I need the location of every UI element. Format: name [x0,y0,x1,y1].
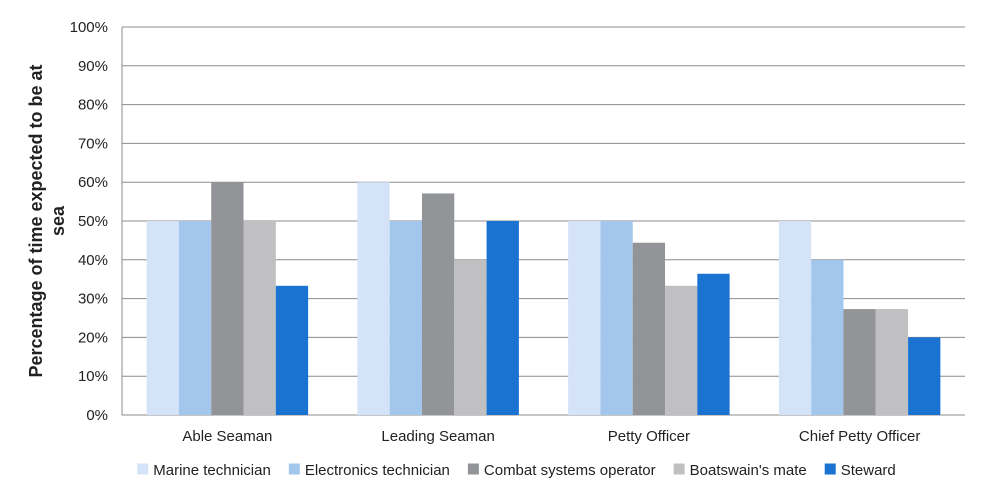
bar [908,337,941,415]
legend-item: Combat systems operator [467,462,656,479]
y-axis-ticks: 0% 10% 20% 30% 40% 50% 60% 70% 80% 90% 100% [70,19,108,424]
y-axis-label: Percentage of time expected to be at sea [26,64,68,377]
legend-item: Boatswain's mate [673,462,807,479]
y-tick-label: 20% [78,329,108,346]
bar [843,309,876,415]
legend-item: Marine technician [137,462,271,479]
bar [389,221,422,415]
bar [421,193,455,415]
legend-item: Electronics technician [288,462,450,479]
x-category-label: Able Seaman [182,428,272,445]
legend-swatch [467,463,479,475]
bar [357,182,390,415]
bar [211,182,244,415]
bar [778,221,812,415]
y-tick-label: 100% [70,19,108,36]
x-category-label: Chief Petty Officer [799,428,920,445]
legend-label: Steward [841,462,896,479]
x-category-label: Petty Officer [608,428,690,445]
legend-swatch [824,463,836,475]
bar [600,221,633,415]
bar [178,221,212,415]
legend: Marine technician Electronics technician C… [137,462,896,479]
y-tick-label: 0% [86,407,108,424]
x-category-label: Leading Seaman [381,428,494,445]
y-tick-label: 90% [78,58,108,75]
bar [275,285,309,415]
y-tick-label: 60% [78,174,108,191]
y-tick-label: 10% [78,368,108,385]
bar [146,221,179,415]
y-tick-label: 70% [78,135,108,152]
bar [454,259,487,415]
y-axis-label-line: Percentage of time expected to be at [26,64,46,377]
y-tick-label: 50% [78,213,108,230]
bar [665,285,698,415]
y-tick-label: 80% [78,97,108,114]
bar [486,221,519,415]
legend-item: Steward [824,462,896,479]
bar [568,221,601,415]
legend-label: Combat systems operator [484,462,656,479]
legend-label: Marine technician [153,462,271,479]
y-axis-label-line: sea [48,205,68,236]
legend-swatch [673,463,685,475]
bar [875,309,909,415]
x-axis-categories: Able Seaman Leading Seaman Petty Officer Ch… [182,428,920,445]
bar [811,259,844,415]
bar [697,273,730,415]
legend-label: Boatswain's mate [690,462,807,479]
bars [146,182,941,415]
y-tick-label: 40% [78,252,108,269]
bar [632,242,666,415]
bar [243,221,276,415]
y-tick-label: 30% [78,291,108,308]
legend-label: Electronics technician [305,462,450,479]
legend-swatch [288,463,300,475]
legend-swatch [137,463,149,475]
